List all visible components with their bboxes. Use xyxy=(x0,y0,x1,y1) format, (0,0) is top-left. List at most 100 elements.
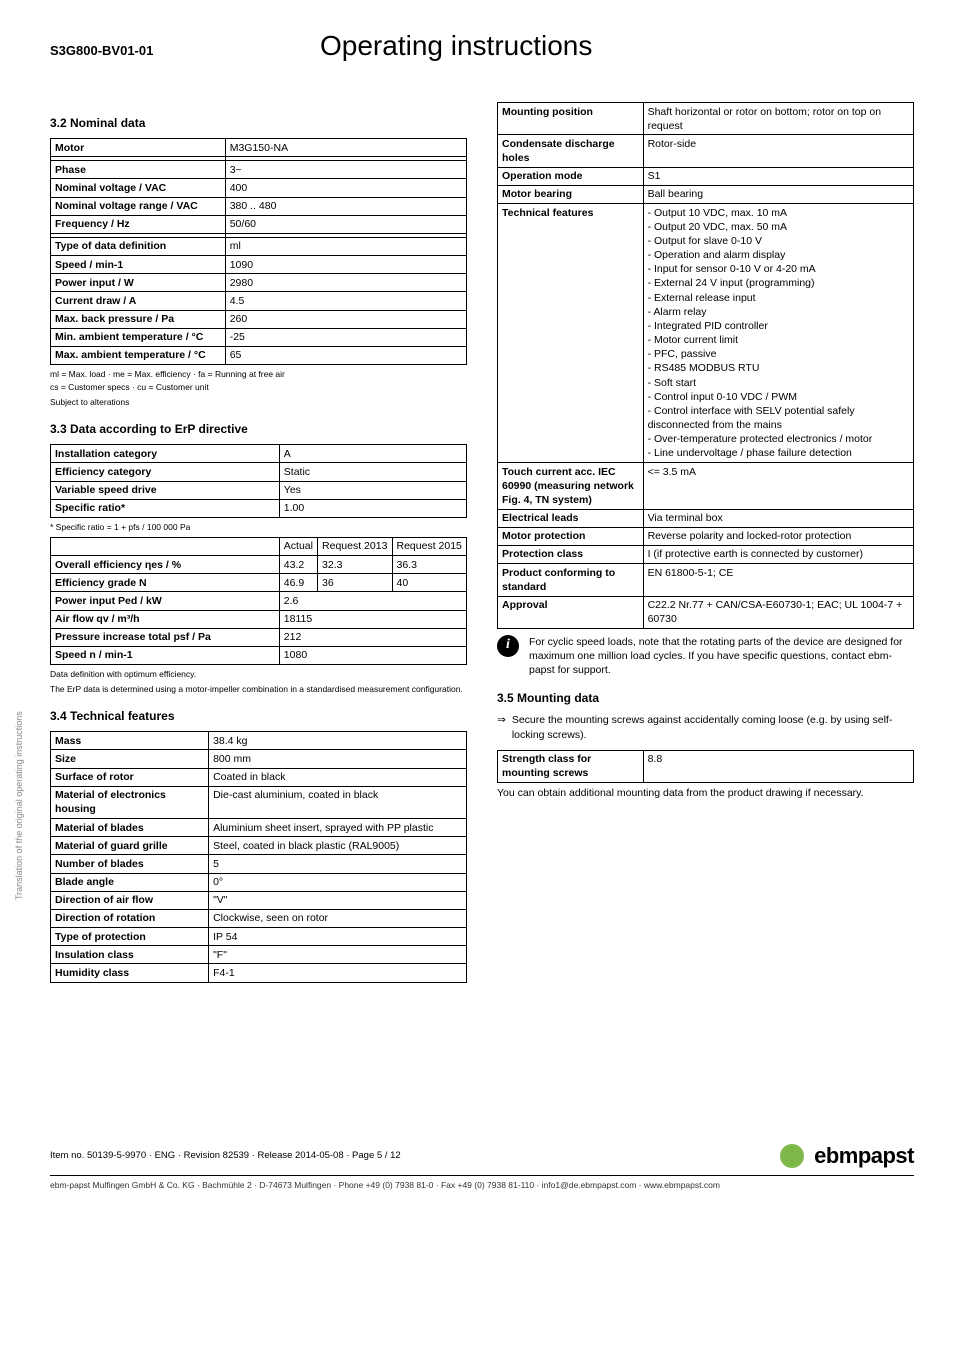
document-id: S3G800-BV01-01 xyxy=(50,43,320,58)
cell-label: Humidity class xyxy=(51,964,209,982)
cell-label: Speed n / min-1 xyxy=(51,646,280,664)
cell-label: Surface of rotor xyxy=(51,768,209,786)
cell-value: Coated in black xyxy=(209,768,467,786)
brand-logo: ebmpapst xyxy=(814,1143,914,1169)
cell-value: Via terminal box xyxy=(643,509,913,527)
cell-label: Max. ambient temperature / °C xyxy=(51,346,226,364)
cell-label: Condensate discharge holes xyxy=(498,135,644,167)
cell-value: 8.8 xyxy=(643,750,913,782)
cell-value: 5 xyxy=(209,855,467,873)
info-text: For cyclic speed loads, note that the ro… xyxy=(529,635,914,678)
info-icon: i xyxy=(497,635,519,657)
cell-value: 36 xyxy=(318,574,392,592)
section-tech-heading: 3.4 Technical features xyxy=(50,709,467,723)
cell-value: 36.3 xyxy=(392,556,467,574)
cell-value: - Output 10 VDC, max. 10 mA - Output 20 … xyxy=(643,204,913,463)
cell-value: 43.2 xyxy=(279,556,317,574)
cell-value: Aluminium sheet insert, sprayed with PP … xyxy=(209,819,467,837)
cell-value: Ball bearing xyxy=(643,185,913,203)
cell-label: Mounting position xyxy=(498,103,644,135)
cell-label: Overall efficiency ηes / % xyxy=(51,556,280,574)
cell-label: Touch current acc. IEC 60990 (measuring … xyxy=(498,463,644,510)
cell-header: Actual xyxy=(279,537,317,555)
cell-label: Power input Ped / kW xyxy=(51,592,280,610)
cell-value: 380 .. 480 xyxy=(225,197,466,215)
cell-label: Efficiency grade N xyxy=(51,574,280,592)
cell-value: "V" xyxy=(209,891,467,909)
cell-value: Clockwise, seen on rotor xyxy=(209,909,467,927)
cell-value: S1 xyxy=(643,167,913,185)
cell-label: Speed / min-1 xyxy=(51,256,226,274)
cell-label: Mass xyxy=(51,732,209,750)
cell-value: 2.6 xyxy=(279,592,466,610)
cell-value: 1.00 xyxy=(279,499,466,517)
cell-label: Blade angle xyxy=(51,873,209,891)
cell-header: Request 2015 xyxy=(392,537,467,555)
cell-value: 32.3 xyxy=(318,556,392,574)
cell-label: Motor xyxy=(51,139,226,157)
tech-features-table-left: Mass38.4 kg Size800 mm Surface of rotorC… xyxy=(50,731,467,982)
cell-value: <= 3.5 mA xyxy=(643,463,913,510)
footer-address: ebm-papst Mulfingen GmbH & Co. KG · Bach… xyxy=(50,1180,914,1190)
cell-label: Insulation class xyxy=(51,946,209,964)
cell-label: Operation mode xyxy=(498,167,644,185)
cell-label: Product conforming to standard xyxy=(498,564,644,596)
arrow-icon: ⇒ xyxy=(497,713,506,741)
cell-value: 1080 xyxy=(279,646,466,664)
motor-note-1: ml = Max. load · me = Max. efficiency · … xyxy=(50,369,467,380)
cell-label: Electrical leads xyxy=(498,509,644,527)
motor-note-2: cs = Customer specs · cu = Customer unit xyxy=(50,382,467,393)
mount-bullet-text: Secure the mounting screws against accid… xyxy=(512,713,914,741)
cell-value: 40 xyxy=(392,574,467,592)
cell-value: Shaft horizontal or rotor on bottom; rot… xyxy=(643,103,913,135)
cell-value: Yes xyxy=(279,481,466,499)
section-erp-heading: 3.3 Data according to ErP directive xyxy=(50,422,467,436)
cell-value: 4.5 xyxy=(225,292,466,310)
footer-item-line: Item no. 50139-5-9970 · ENG · Revision 8… xyxy=(50,1150,401,1161)
erp-category-table: Installation categoryA Efficiency catego… xyxy=(50,444,467,518)
cell-value: 46.9 xyxy=(279,574,317,592)
cell-label: Type of protection xyxy=(51,928,209,946)
cell-label: Pressure increase total psf / Pa xyxy=(51,628,280,646)
page-header: S3G800-BV01-01 Operating instructions xyxy=(50,30,914,62)
page-footer: Item no. 50139-5-9970 · ENG · Revision 8… xyxy=(50,1143,914,1190)
cell-value: Reverse polarity and locked-rotor protec… xyxy=(643,527,913,545)
cell-label: Direction of air flow xyxy=(51,891,209,909)
cell-value: Steel, coated in black plastic (RAL9005) xyxy=(209,837,467,855)
document-title: Operating instructions xyxy=(320,30,592,62)
section-nominal-heading: 3.2 Nominal data xyxy=(50,116,467,130)
section-mount-heading: 3.5 Mounting data xyxy=(497,691,914,705)
side-translation-note: Translation of the original operating in… xyxy=(14,711,24,900)
cell-label: Nominal voltage / VAC xyxy=(51,179,226,197)
cell-label: Installation category xyxy=(51,445,280,463)
cell-label: Material of blades xyxy=(51,819,209,837)
cell-value: 1090 xyxy=(225,256,466,274)
cell-label: Type of data definition xyxy=(51,237,226,255)
cell-value: -25 xyxy=(225,328,466,346)
cell-value: M3G150-NA xyxy=(225,139,466,157)
mount-note: You can obtain additional mounting data … xyxy=(497,787,914,801)
cell-label: Motor bearing xyxy=(498,185,644,203)
cell-value: 50/60 xyxy=(225,215,466,233)
cell-label: Min. ambient temperature / °C xyxy=(51,328,226,346)
cell-value: EN 61800-5-1; CE xyxy=(643,564,913,596)
cell-label: Protection class xyxy=(498,545,644,563)
cell-value: 0° xyxy=(209,873,467,891)
cell-label: Technical features xyxy=(498,204,644,463)
cell-value: 800 mm xyxy=(209,750,467,768)
motor-note-3: Subject to alterations xyxy=(50,397,467,408)
cell-label: Specific ratio* xyxy=(51,499,280,517)
cell-header: Request 2013 xyxy=(318,537,392,555)
cell-value: F4-1 xyxy=(209,964,467,982)
erp-note-1: Data definition with optimum efficiency. xyxy=(50,669,467,680)
cell-label: Max. back pressure / Pa xyxy=(51,310,226,328)
cell-value: C22.2 Nr.77 + CAN/CSA-E60730-1; EAC; UL … xyxy=(643,596,913,628)
cell-label: Size xyxy=(51,750,209,768)
cell-value: I (if protective earth is connected by c… xyxy=(643,545,913,563)
cell-value: 2980 xyxy=(225,274,466,292)
cell-label: Phase xyxy=(51,161,226,179)
cell-value: "F" xyxy=(209,946,467,964)
cell-value: ml xyxy=(225,237,466,255)
cell-label: Number of blades xyxy=(51,855,209,873)
cell-value: 400 xyxy=(225,179,466,197)
